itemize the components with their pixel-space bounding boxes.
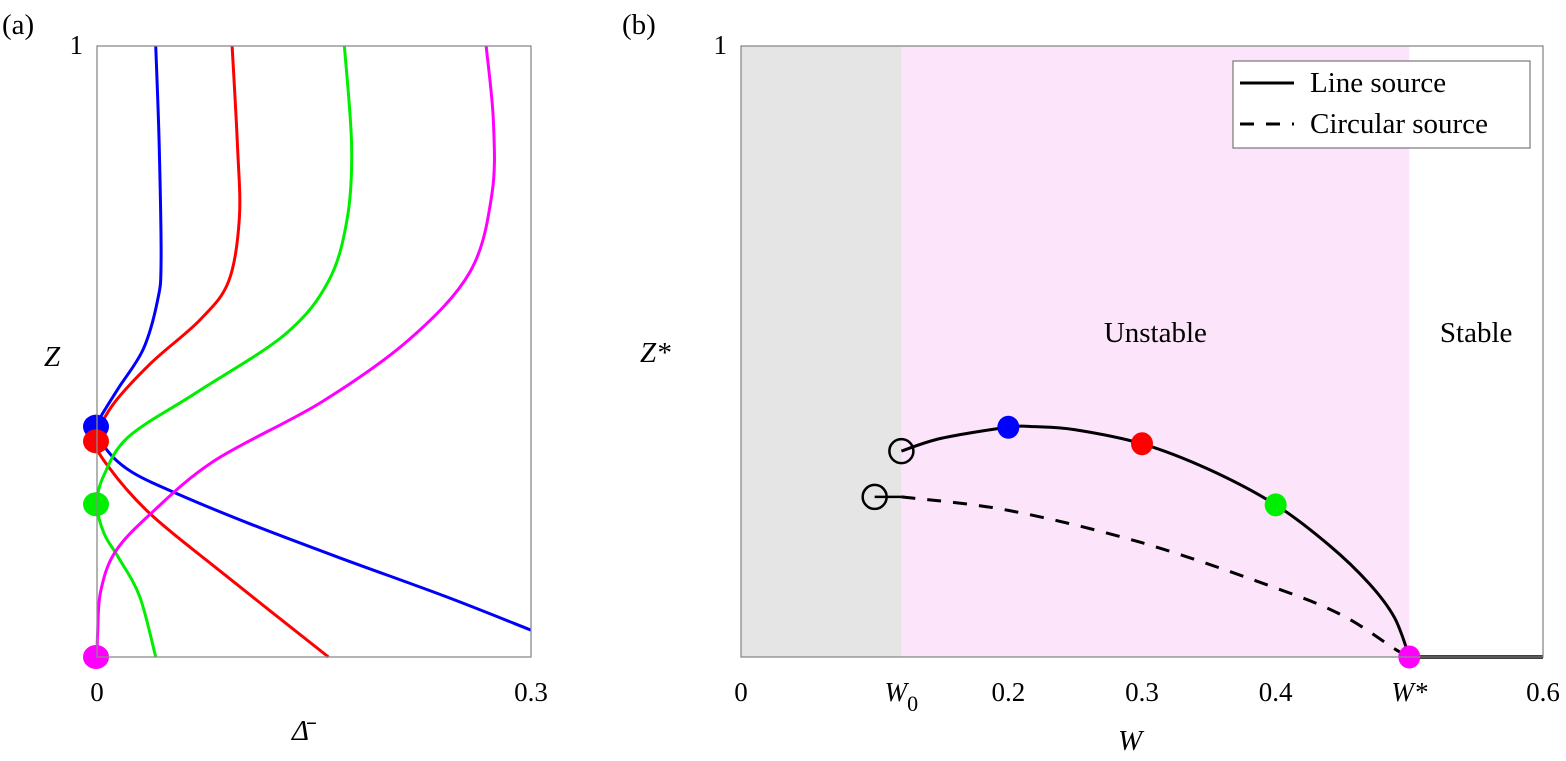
- panel-a-label: (a): [2, 9, 34, 41]
- panel-a-axes-frame: [96, 45, 532, 658]
- line-source-open-marker: [888, 437, 915, 465]
- panel-b-xtick-subscript: 0: [907, 691, 918, 716]
- panel-a-series: [83, 45, 532, 669]
- panel-b-ticks: 0 W0 0.2 0.3 0.4 W* 0.61: [714, 30, 1560, 716]
- panel-b-marker-3: [1264, 493, 1287, 517]
- panel-a-curve-2: [95, 45, 330, 659]
- panel-a-curve-1: [95, 45, 532, 632]
- panel-b-marker-2: [1131, 432, 1153, 456]
- panel-b-xlabel: W: [1118, 725, 1145, 757]
- panel-b-xtick-label: W*: [1391, 677, 1427, 707]
- panel-a-xlabel: Δ̄: [291, 715, 317, 747]
- panel-b-label: (b): [622, 9, 656, 41]
- region-label-unstable: Unstable: [1104, 317, 1207, 349]
- panel-a-ytick-label: 1: [70, 30, 84, 60]
- panel-a-marker-3: [83, 492, 109, 517]
- panel-a-curve-3: [95, 45, 354, 658]
- panel-b-xtick-label: 0.3: [1125, 677, 1159, 707]
- panel-b-regions: Unstable Stable: [741, 46, 1543, 657]
- legend-label-circular-source: Circular source: [1310, 108, 1488, 140]
- region-excluded: [741, 46, 902, 657]
- panel-a-xtick-label: 0.3: [514, 677, 548, 707]
- legend-box: [1232, 60, 1531, 149]
- circular-source-curve: [901, 495, 1411, 659]
- panel-b-series: [861, 415, 1543, 669]
- panel-b-ytick-label: 1: [714, 30, 728, 60]
- panel-b: (b) Unstable Stable 0 W0 0.2 0.3 0.4 W* 0.61 Z*…: [622, 9, 1560, 757]
- panel-b-ylabel: Z*: [640, 337, 671, 369]
- panel-a-ticks: 0 0.31: [70, 30, 548, 707]
- panel-b-xtick-label: 0.2: [991, 677, 1025, 707]
- panel-a-marker-2: [83, 429, 109, 454]
- panel-b-xtick-label: W0: [885, 677, 919, 716]
- panel-b-marker-1: [997, 415, 1020, 439]
- region-label-stable: Stable: [1440, 317, 1513, 349]
- legend: Line source Circular source: [1232, 60, 1531, 149]
- panel-a-marker-4: [83, 645, 109, 669]
- panel-a-xtick-label: 0: [90, 677, 104, 707]
- panel-b-axes-frame: [740, 45, 1544, 658]
- legend-label-line-source: Line source: [1310, 67, 1446, 99]
- panel-a-ylabel: Z: [44, 341, 61, 373]
- panel-a-curve-4: [95, 45, 496, 658]
- panel-b-xtick-label: 0.4: [1259, 677, 1293, 707]
- panel-a: (a) 0 0.31 Z Δ̄: [2, 9, 548, 747]
- panel-b-xtick-label: 0.6: [1526, 677, 1560, 707]
- panel-b-xtick-label: 0: [734, 677, 748, 707]
